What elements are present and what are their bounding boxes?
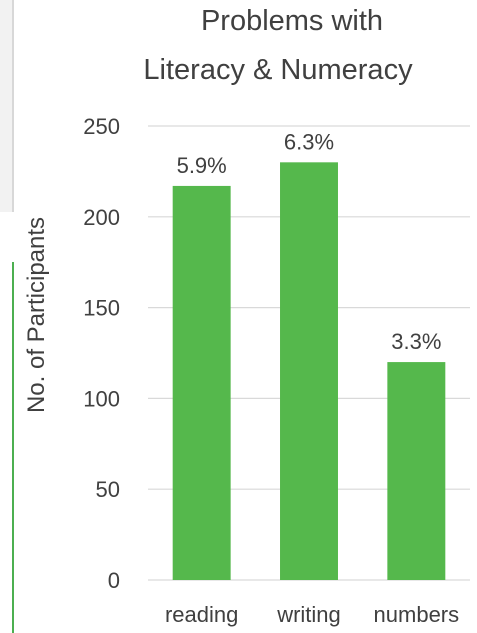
chart-title-line-1: Problems with [201,5,383,37]
y-tick-label: 0 [108,568,120,593]
data-label-reading: 5.9% [177,153,227,178]
y-axis-label: No. of Participants [23,217,50,413]
window-frame-bottom [0,262,14,633]
window-frame-top [0,0,14,212]
x-category-label-reading: reading [165,602,238,627]
labels: 0 50 100 150 200 250 5.9% reading 6.3% writing 3.3… [83,114,459,627]
chart-title-line-2: Literacy & Numeracy [143,54,413,86]
bar-reading [172,185,231,581]
y-tick-label: 200 [83,205,120,230]
bar-numbers [387,362,446,580]
bars [172,162,446,581]
y-tick-label: 150 [83,296,120,321]
data-label-numbers: 3.3% [391,329,441,354]
data-label-writing: 6.3% [284,129,334,154]
x-category-label-numbers: numbers [374,602,460,627]
bar-writing [280,162,338,580]
y-tick-label: 100 [83,386,120,411]
x-category-label-writing: writing [276,602,341,627]
y-tick-label: 250 [83,114,120,139]
y-tick-label: 50 [96,477,120,502]
